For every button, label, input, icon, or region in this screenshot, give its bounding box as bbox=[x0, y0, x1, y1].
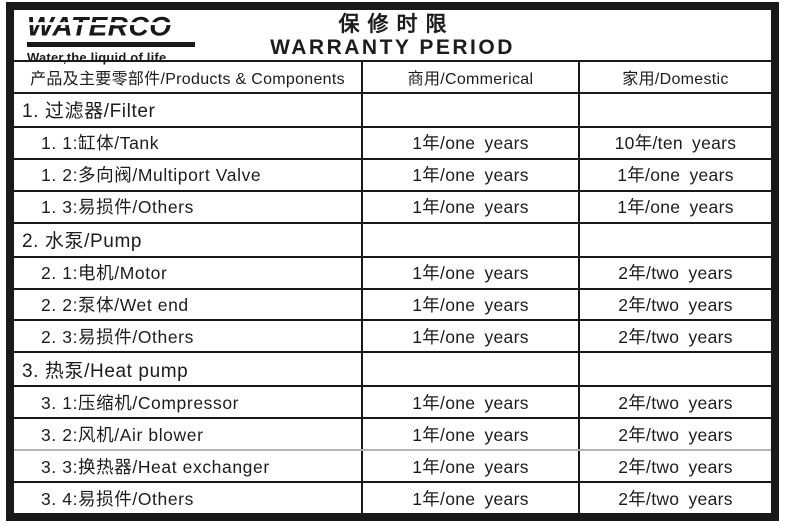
table-row: 3. 1:压缩机/Compressor 1年/one years 2年/two … bbox=[14, 385, 771, 418]
table-row: 3. 2:风机/Air blower 1年/one years 2年/two y… bbox=[14, 417, 771, 450]
product-cell: 3. 2:风机/Air blower bbox=[14, 419, 363, 450]
section-row-heat-pump: 3. 热泵/Heat pump bbox=[14, 351, 771, 386]
domestic-cell bbox=[580, 224, 771, 256]
commercial-cell: 1年/one years bbox=[363, 191, 580, 222]
domestic-cell: 2年/two years bbox=[618, 263, 733, 284]
product-cell: 3. 热泵/Heat pump bbox=[14, 353, 363, 386]
product-cell: 1. 1:缸体/Tank bbox=[14, 127, 363, 158]
domestic-cell: 2年/two years bbox=[618, 294, 733, 315]
section-row-filter: 1. 过滤器/Filter bbox=[14, 92, 771, 126]
product-cell: 1. 过滤器/Filter bbox=[14, 94, 363, 126]
table-row: 1. 1:缸体/Tank 1年/one years 10年/ten years bbox=[14, 125, 771, 158]
commercial-cell: 1年/one years bbox=[363, 257, 580, 288]
product-cell: 1. 3:易损件/Others bbox=[14, 191, 363, 222]
table-row: 2. 1:电机/Motor 1年/one years 2年/two years bbox=[14, 255, 771, 288]
commercial-cell bbox=[363, 353, 580, 386]
product-cell: 2. 水泵/Pump bbox=[14, 223, 363, 256]
product-cell: 3. 1:压缩机/Compressor bbox=[14, 387, 363, 418]
product-cell: 3. 4:易损件/Others bbox=[14, 483, 363, 513]
domestic-cell: 1年/one years bbox=[617, 197, 734, 218]
table-row: 3. 4:易损件/Others 1年/one years 2年/two year… bbox=[14, 481, 771, 513]
commercial-cell bbox=[363, 223, 580, 256]
commercial-cell: 1年/one years bbox=[363, 127, 580, 158]
commercial-cell: 1年/one years bbox=[363, 451, 580, 482]
product-cell: 3. 3:换热器/Heat exchanger bbox=[14, 451, 363, 482]
product-cell: 2. 2:泵体/Wet end bbox=[14, 289, 363, 320]
col-header-commercial: 商用/Commerical bbox=[363, 62, 580, 92]
logo-tagline: Water,the liquid of life bbox=[27, 50, 167, 65]
domestic-cell: 2年/two years bbox=[618, 392, 733, 413]
product-cell: 2. 1:电机/Motor bbox=[14, 257, 363, 288]
table-row: 1. 2:多向阀/Multiport Valve 1年/one years 1年… bbox=[14, 157, 771, 190]
commercial-cell: 1年/one years bbox=[363, 419, 580, 450]
table-header-row: 产品及主要零部件/Products & Components 商用/Commer… bbox=[14, 62, 771, 92]
waterco-logo: WATERCO Water,the liquid of life bbox=[25, 11, 199, 65]
domestic-cell: 10年/ten years bbox=[614, 133, 737, 154]
domestic-cell: 2年/two years bbox=[618, 424, 733, 445]
product-cell: 2. 3:易损件/Others bbox=[14, 321, 363, 352]
commercial-cell: 1年/one years bbox=[363, 289, 580, 320]
table-row: 3. 3:换热器/Heat exchanger 1年/one years 2年/… bbox=[14, 449, 771, 482]
warranty-document: WATERCO Water,the liquid of life 保修时限 WA… bbox=[6, 2, 779, 521]
document-header: WATERCO Water,the liquid of life 保修时限 WA… bbox=[14, 10, 771, 65]
col-header-domestic: 家用/Domestic bbox=[622, 71, 729, 88]
commercial-cell: 1年/one years bbox=[363, 387, 580, 418]
title-english: WARRANTY PERIOD bbox=[270, 36, 515, 60]
logo-underline-bar bbox=[27, 42, 195, 47]
logo-wordmark: WATERCO bbox=[25, 11, 174, 42]
domestic-cell bbox=[580, 94, 771, 126]
commercial-cell bbox=[363, 94, 580, 126]
domestic-cell: 2年/two years bbox=[618, 456, 733, 477]
col-header-products: 产品及主要零部件/Products & Components bbox=[14, 62, 363, 92]
domestic-cell: 1年/one years bbox=[617, 165, 734, 186]
table-row: 1. 3:易损件/Others 1年/one years 1年/one year… bbox=[14, 189, 771, 222]
domestic-cell: 2年/two years bbox=[618, 488, 733, 509]
title-chinese: 保修时限 bbox=[338, 13, 455, 36]
product-cell: 1. 2:多向阀/Multiport Valve bbox=[14, 159, 363, 190]
section-row-pump: 2. 水泵/Pump bbox=[14, 221, 771, 256]
domestic-cell bbox=[580, 353, 771, 385]
table-row: 2. 3:易损件/Others 1年/one years 2年/two year… bbox=[14, 319, 771, 352]
table-row: 2. 2:泵体/Wet end 1年/one years 2年/two year… bbox=[14, 287, 771, 320]
commercial-cell: 1年/one years bbox=[363, 483, 580, 513]
commercial-cell: 1年/one years bbox=[363, 159, 580, 190]
domestic-cell: 2年/two years bbox=[618, 326, 733, 347]
commercial-cell: 1年/one years bbox=[363, 321, 580, 352]
page-title: 保修时限 WARRANTY PERIOD bbox=[14, 13, 771, 59]
